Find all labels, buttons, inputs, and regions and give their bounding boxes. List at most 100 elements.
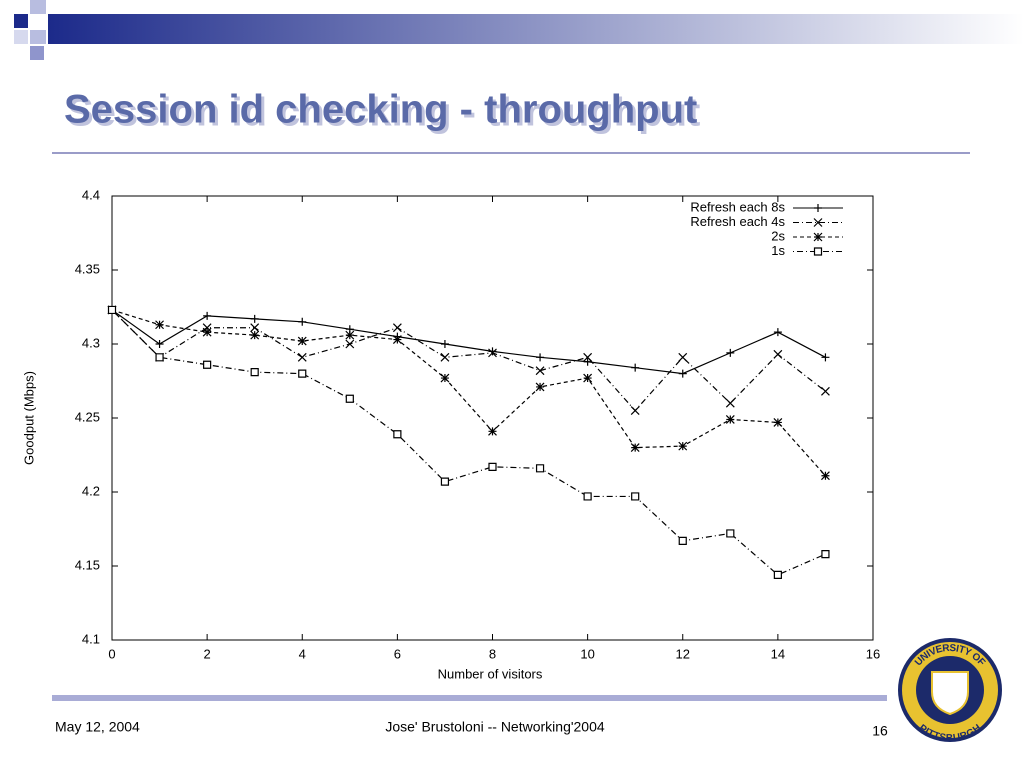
y-tick-label: 4.25 [75,409,100,424]
marker [821,386,830,396]
y-axis-label: Goodput (Mbps) [21,371,36,465]
marker [583,373,593,383]
marker [203,311,212,320]
marker [155,320,164,330]
page-number: 16 [872,723,888,739]
marker [536,353,545,362]
footer-date: May 12, 2004 [55,719,140,735]
marker [773,418,783,427]
marker [440,352,450,362]
marker [440,373,450,383]
marker [250,323,260,333]
marker [583,492,592,501]
marker [583,357,592,366]
x-tick-label: 14 [771,646,785,661]
legend-label: Refresh each 8s [690,199,785,214]
y-tick-label: 4.4 [82,187,100,202]
header-band [48,14,1024,44]
marker [440,340,449,348]
marker [345,330,355,340]
marker [155,340,164,348]
marker [488,347,497,356]
x-tick-label: 0 [108,646,115,661]
marker [202,323,212,333]
marker [773,570,782,579]
legend-marker [814,204,822,212]
plot-frame [111,195,874,641]
marker [250,330,260,340]
marker [250,368,259,377]
deco-square [14,14,28,28]
marker [345,339,355,349]
marker [678,369,687,378]
marker [678,441,688,451]
marker [440,477,450,486]
legend-marker [813,232,823,242]
title-shadow: Session id checking - throughput [67,91,700,135]
marker [297,336,307,346]
legend-marker [813,218,823,227]
marker [821,471,830,481]
x-tick-label: 2 [204,646,211,661]
marker [773,349,783,359]
marker [250,314,259,323]
footer-rule [52,695,887,701]
marker [393,430,402,439]
marker [298,317,307,326]
marker [297,352,307,362]
series-line [111,309,826,375]
marker [821,550,830,559]
x-tick-label: 6 [394,646,401,661]
slide-title: Session id checking - throughput [64,88,697,132]
x-axis-label: Number of visitors [438,666,543,681]
y-tick-label: 4.15 [75,557,100,572]
deco-square [30,0,46,14]
marker [678,536,687,545]
marker [630,406,640,416]
marker [488,348,497,358]
logo-shield [931,671,969,716]
marker [392,335,402,344]
series-line [111,309,826,412]
x-tick-label: 4 [299,646,306,661]
marker [678,352,688,362]
marker [535,366,545,376]
legend-label: Refresh each 4s [690,214,785,229]
y-tick-label: 4.3 [82,335,100,350]
marker [726,529,735,538]
marker [203,360,212,369]
legend-marker [813,247,823,256]
x-tick-label: 8 [489,646,496,661]
marker [821,353,830,362]
footer-text: Jose' Brustoloni -- Networking'2004 [385,719,605,735]
marker [631,492,640,501]
marker [392,323,402,333]
legend-label: 1s [771,243,785,258]
marker [345,394,354,403]
deco-square [30,30,46,44]
marker [725,415,735,424]
marker [631,363,640,372]
legend-label: 2s [771,228,785,243]
marker [535,382,545,392]
marker [773,328,782,337]
deco-square [14,30,28,44]
y-tick-label: 4.2 [82,483,100,498]
marker [298,369,307,378]
y-tick-label: 4.1 [82,631,100,646]
series-line [111,309,826,576]
marker [726,348,735,357]
x-tick-label: 12 [676,646,690,661]
series-line [111,309,826,477]
marker [107,305,117,315]
marker [202,327,212,337]
marker [725,398,735,408]
marker [535,464,545,473]
x-tick-label: 10 [580,646,594,661]
marker [583,352,593,362]
marker [488,462,497,471]
marker [155,353,164,362]
y-tick-label: 4.35 [75,261,100,276]
